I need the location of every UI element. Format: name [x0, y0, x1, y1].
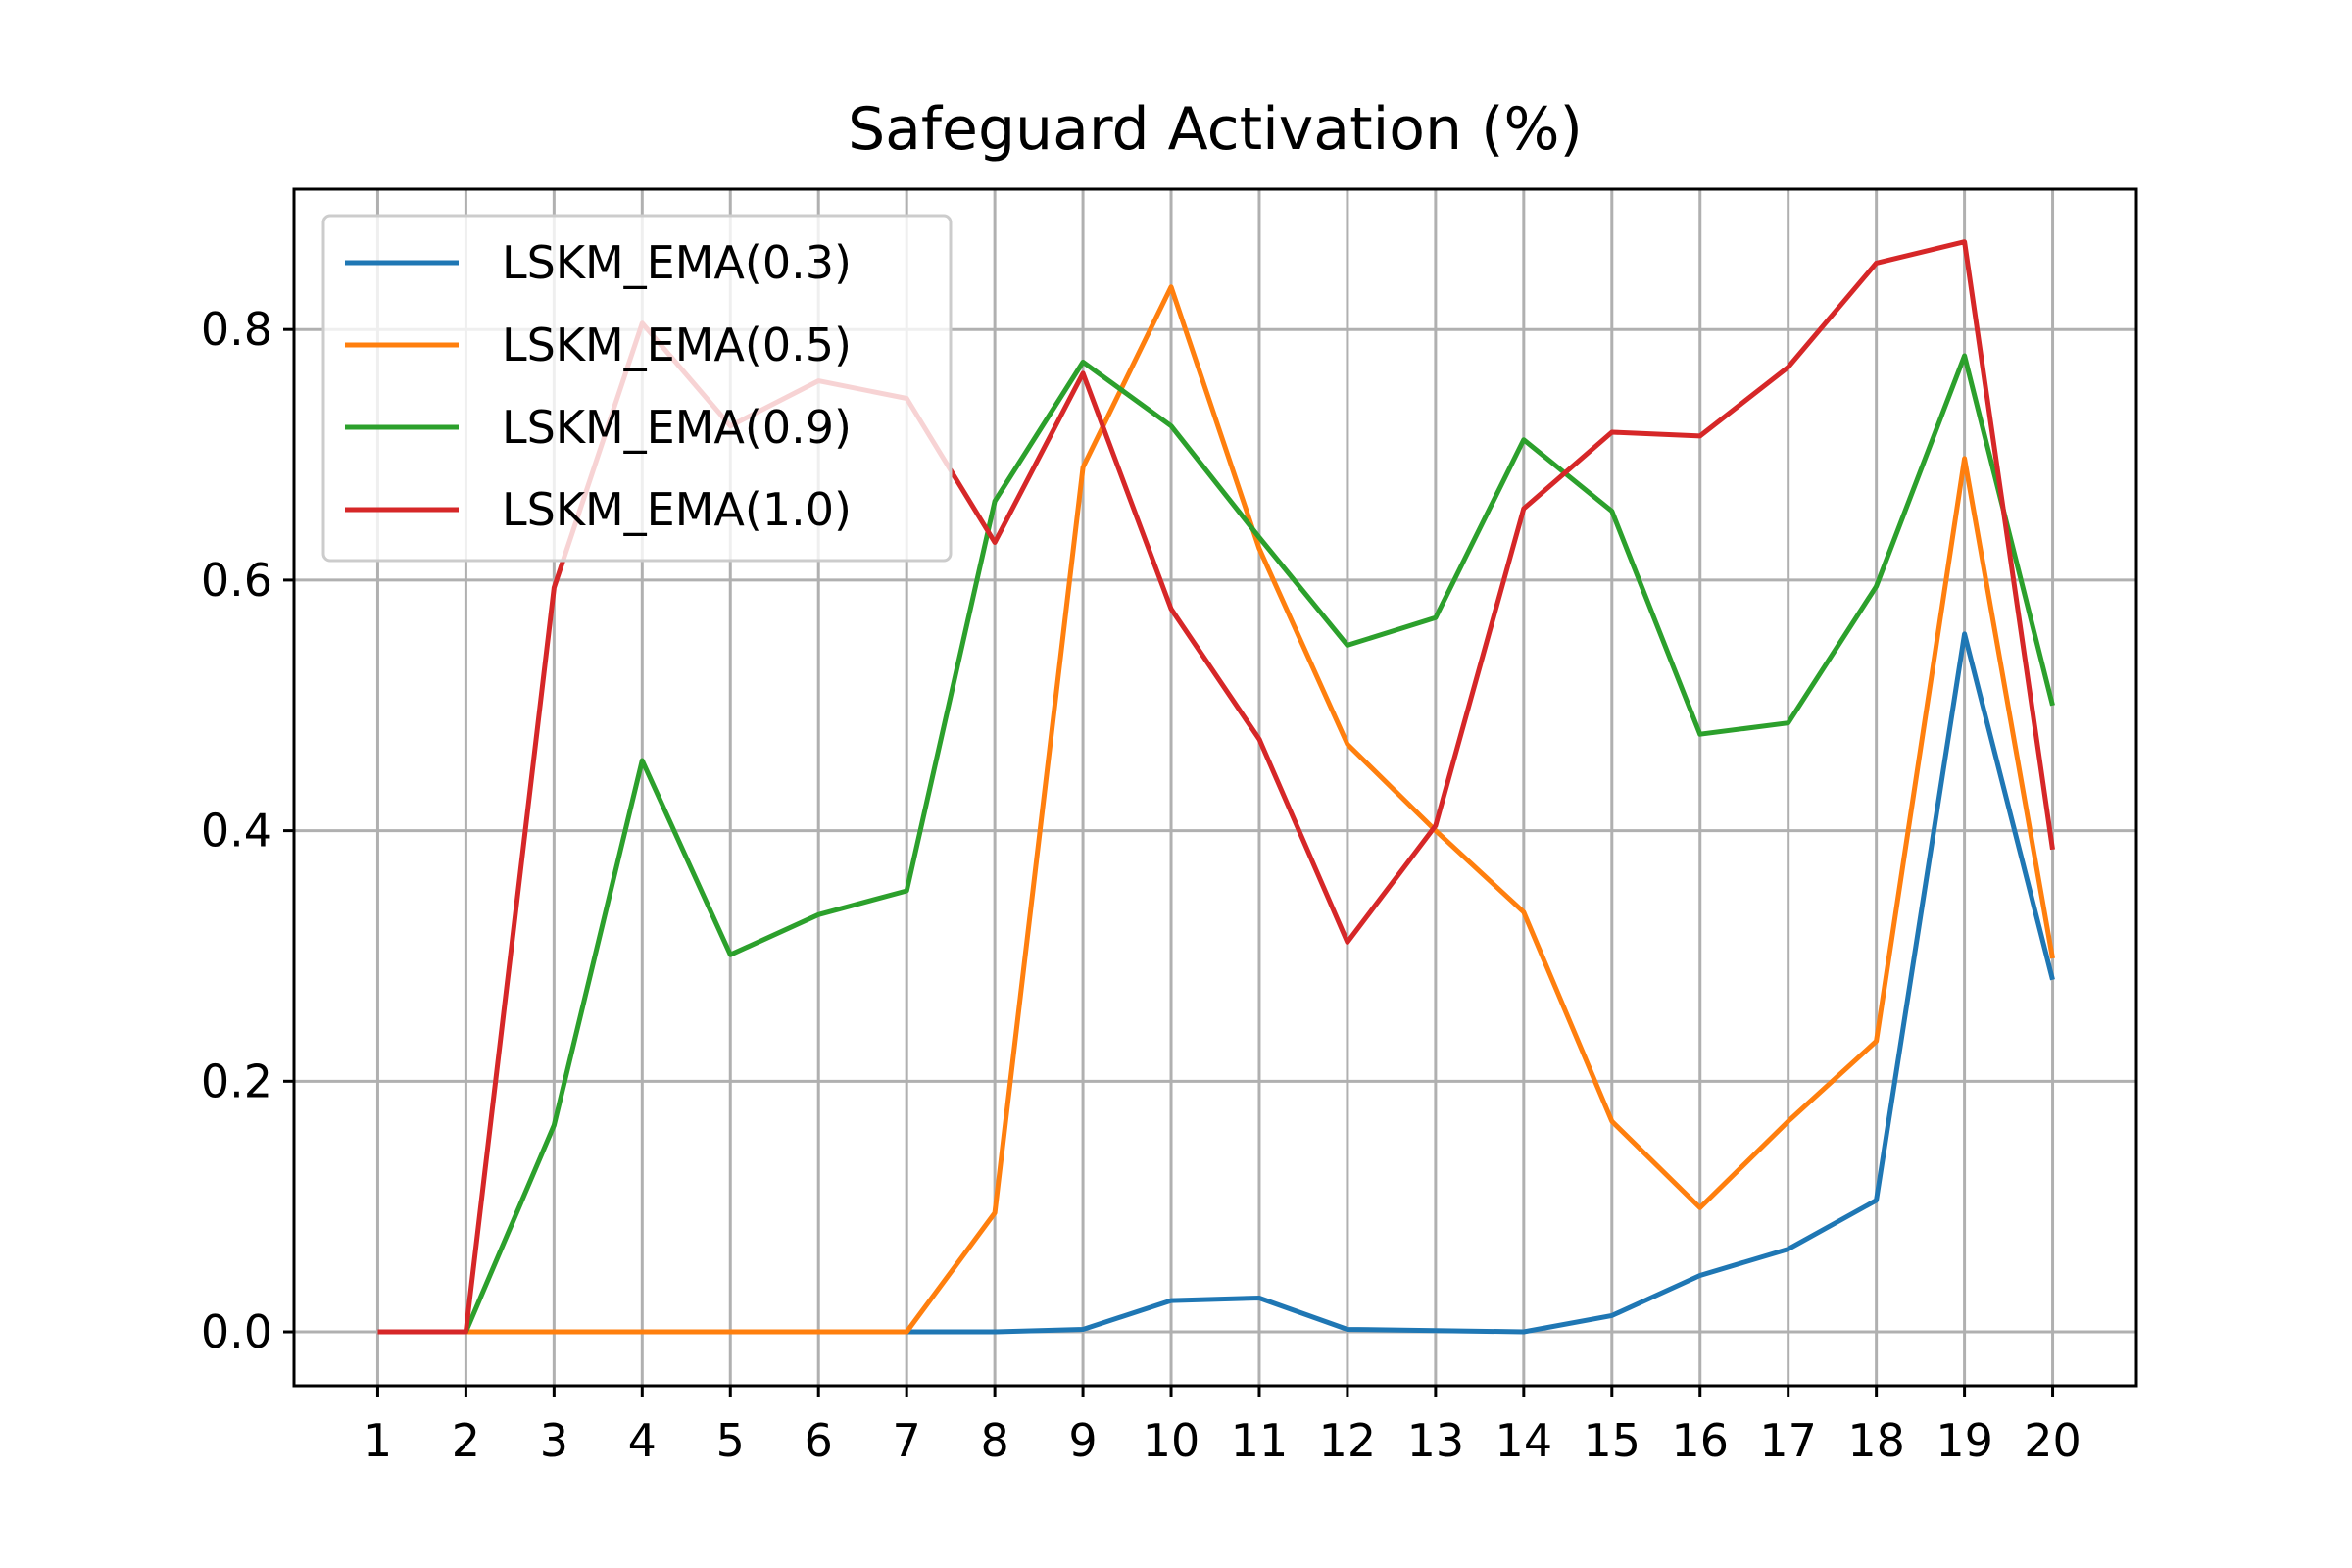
y-axis: 0.0 0.2 0.4 0.6 0.8: [201, 303, 294, 1358]
x-tick-label: 12: [1319, 1414, 1377, 1467]
x-tick-label: 14: [1495, 1414, 1553, 1467]
legend-label: LSKM_EMA(0.5): [502, 318, 852, 371]
x-tick-label: 20: [2024, 1414, 2082, 1467]
x-tick-label: 6: [805, 1414, 833, 1467]
x-tick-label: 9: [1068, 1414, 1097, 1467]
x-tick-label: 18: [1847, 1414, 1905, 1467]
y-tick-label: 0.2: [201, 1054, 272, 1107]
legend-label: LSKM_EMA(0.3): [502, 236, 852, 289]
x-tick-label: 3: [540, 1414, 568, 1467]
x-tick-label: 13: [1407, 1414, 1465, 1467]
y-tick-label: 0.4: [201, 805, 272, 858]
series-line-2: [377, 284, 2055, 1335]
y-tick-label: 0.0: [201, 1305, 272, 1358]
chart-title: Safeguard Activation (%): [848, 95, 1583, 164]
x-tick-label: 4: [628, 1414, 657, 1467]
x-tick-label: 10: [1143, 1414, 1200, 1467]
x-axis: 1 2 3 4 5 6 7 8 9 10 11 12 13 14 15 16 17 18 19 20: [364, 1386, 2082, 1467]
x-tick-label: 5: [716, 1414, 745, 1467]
x-tick-label: 1: [364, 1414, 392, 1467]
x-tick-label: 7: [893, 1414, 921, 1467]
x-tick-label: 11: [1231, 1414, 1289, 1467]
x-tick-label: 19: [1936, 1414, 1993, 1467]
legend-label: LSKM_EMA(0.9): [502, 401, 852, 454]
legend-box: [321, 214, 953, 563]
x-tick-label: 17: [1759, 1414, 1817, 1467]
plot-frame: [292, 187, 2138, 1388]
legend-label: LSKM_EMA(1.0): [502, 483, 852, 536]
x-tick-label: 16: [1671, 1414, 1729, 1467]
x-tick-label: 15: [1584, 1414, 1642, 1467]
x-tick-label: 8: [980, 1414, 1008, 1467]
x-tick-label: 2: [452, 1414, 480, 1467]
y-tick-label: 0.8: [201, 303, 272, 356]
series-line-3: [377, 353, 2055, 1335]
legend: LSKM_EMA(0.3) LSKM_EMA(0.5) LSKM_EMA(0.9) L…: [321, 214, 953, 563]
y-tick-label: 0.6: [201, 554, 272, 607]
